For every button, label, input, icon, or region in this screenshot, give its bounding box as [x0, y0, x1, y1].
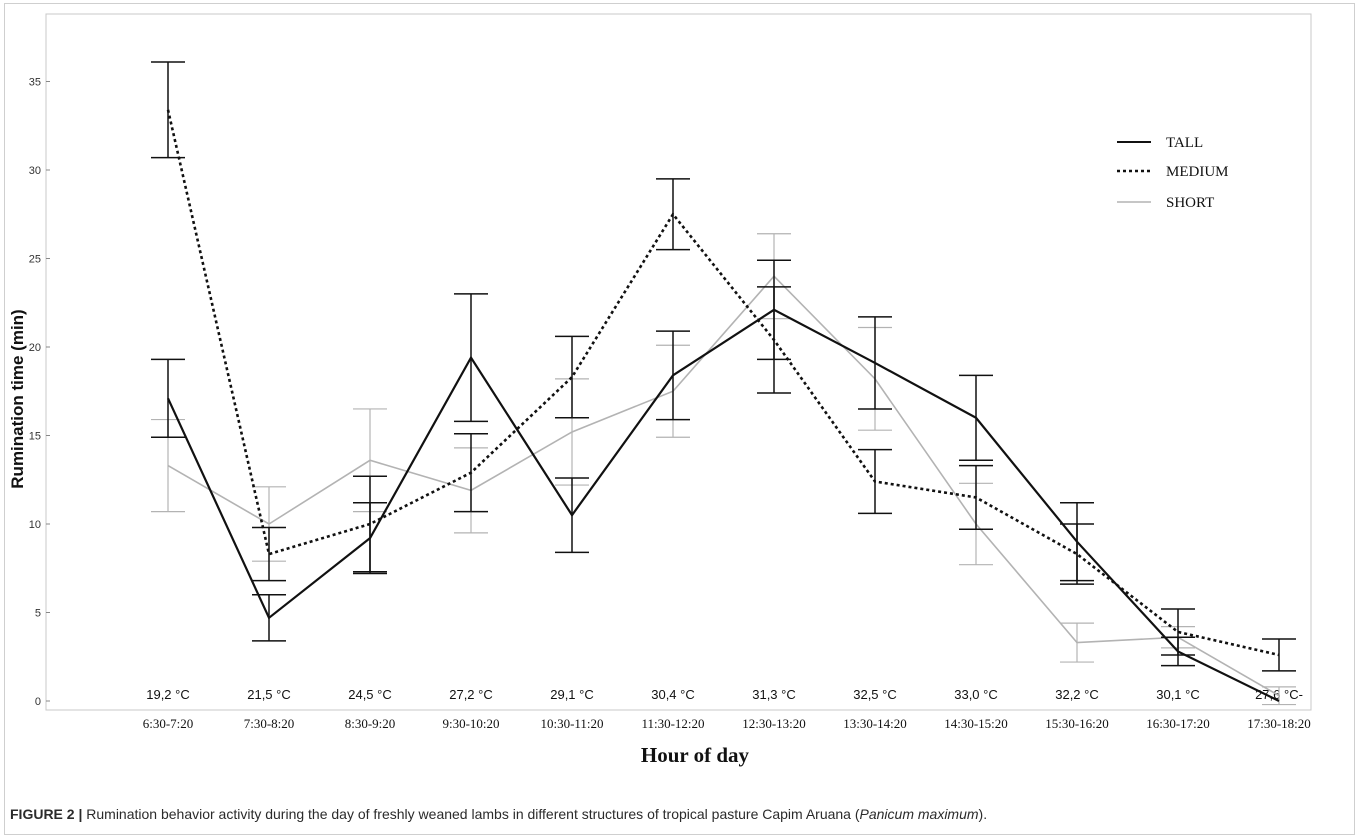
y-axis-label: Rumination time (min) [8, 309, 27, 488]
x-tick-label: 16:30-17:20 [1146, 716, 1210, 731]
temperature-label: 30,1 °C [1156, 687, 1200, 702]
legend-item-medium: MEDIUM [1117, 164, 1229, 180]
y-tick-label: 10 [29, 519, 41, 531]
temperature-labels: 19,2 °C 21,5 °C 24,5 °C 27,2 °C 29,1 °C 30,4 … [146, 687, 1303, 702]
x-tick-label: 12:30-13:20 [742, 716, 806, 731]
series-short [151, 233, 1296, 706]
error-bar-medium [555, 335, 589, 419]
temperature-label: 21,5 °C [247, 687, 291, 702]
y-tick-label: 30 [29, 165, 41, 177]
rumination-chart: 0 5 10 15 20 25 30 35 6:30-7:20 7:30-8:20 8:30-9:… [8, 13, 1312, 767]
x-tick-label: 17:30-18:20 [1247, 716, 1311, 731]
x-axis-label: Hour of day [641, 743, 750, 767]
legend-label-medium: MEDIUM [1166, 164, 1229, 180]
y-axis: 0 5 10 15 20 25 30 35 [29, 77, 50, 708]
figure-caption: FIGURE 2 | Rumination behavior activity … [10, 806, 1350, 822]
x-tick-label: 15:30-16:20 [1045, 716, 1109, 731]
y-tick-label: 5 [35, 608, 41, 620]
temperature-label: 30,4 °C [651, 687, 695, 702]
x-tick-label: 10:30-11:20 [540, 716, 603, 731]
temperature-label: 27,2 °C [449, 687, 493, 702]
caption-label: FIGURE 2 | [10, 806, 83, 822]
y-tick-label: 35 [29, 77, 41, 89]
temperature-label: 32,2 °C [1055, 687, 1099, 702]
x-axis: 6:30-7:20 7:30-8:20 8:30-9:20 9:30-10:20 10:… [143, 716, 1311, 731]
series-line-short [167, 275, 1280, 697]
caption-end: ). [978, 806, 988, 822]
legend-label-short: SHORT [1166, 195, 1214, 211]
legend-item-tall: TALL [1117, 135, 1203, 151]
x-tick-label: 13:30-14:20 [843, 716, 907, 731]
temperature-label: 31,3 °C [752, 687, 796, 702]
series-layer [151, 61, 1296, 706]
y-tick-label: 0 [35, 696, 41, 708]
x-tick-label: 6:30-7:20 [143, 716, 194, 731]
caption-species: Panicum maximum [859, 806, 979, 822]
temperature-label: 33,0 °C [954, 687, 998, 702]
series-line-medium [166, 109, 1280, 657]
legend-item-short: SHORT [1117, 195, 1214, 211]
error-bar-medium [252, 526, 286, 582]
plot-area-border [45, 13, 1312, 711]
temperature-label: 19,2 °C [146, 687, 190, 702]
x-tick-label: 9:30-10:20 [442, 716, 499, 731]
y-tick-label: 20 [29, 342, 41, 354]
y-tick-label: 15 [29, 431, 41, 443]
series-tall [151, 259, 1280, 702]
temperature-label: 24,5 °C [348, 687, 392, 702]
legend-label-tall: TALL [1166, 135, 1203, 151]
x-tick-label: 14:30-15:20 [944, 716, 1008, 731]
series-medium [151, 61, 1296, 672]
series-line-tall [167, 308, 1280, 702]
caption-text: Rumination behavior activity during the … [82, 806, 860, 822]
x-tick-label: 11:30-12:20 [641, 716, 704, 731]
x-tick-label: 7:30-8:20 [244, 716, 295, 731]
legend: TALL MEDIUM SHORT [1117, 135, 1229, 211]
temperature-label: 32,5 °C [853, 687, 897, 702]
temperature-label: 29,1 °C [550, 687, 594, 702]
x-tick-label: 8:30-9:20 [345, 716, 396, 731]
y-tick-label: 25 [29, 254, 41, 266]
figure-frame: 0 5 10 15 20 25 30 35 6:30-7:20 7:30-8:20 8:30-9:… [4, 3, 1355, 835]
